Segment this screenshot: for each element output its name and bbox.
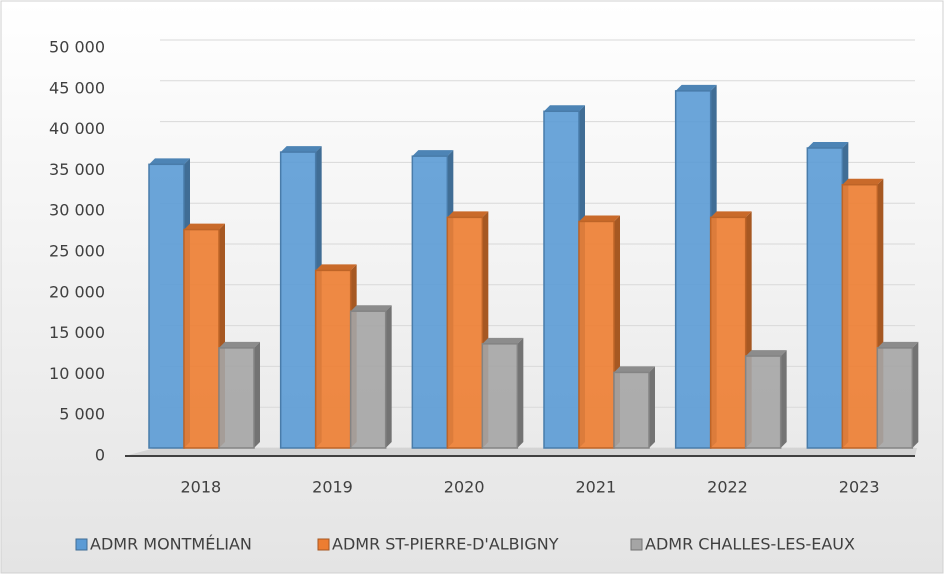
bar-side (254, 341, 260, 448)
bar-front (279, 151, 317, 449)
bar-side (780, 350, 787, 448)
bar-top (614, 366, 655, 373)
bar (218, 341, 260, 449)
bar-top (842, 178, 884, 185)
bar-front (446, 216, 484, 449)
x-tick-label: 2021 (575, 478, 616, 497)
bar-front (481, 343, 519, 449)
bar-front (674, 90, 712, 449)
bar-top (350, 305, 392, 312)
y-tick-label: 50 000 (49, 38, 105, 57)
bar-top (184, 223, 225, 230)
bar (744, 350, 787, 449)
y-tick-label: 20 000 (49, 282, 105, 301)
x-tick-label: 2020 (444, 478, 485, 497)
bar-top (149, 158, 190, 165)
y-tick-label: 10 000 (49, 364, 105, 383)
bar-top (219, 341, 260, 348)
y-tick-label: 30 000 (49, 201, 105, 220)
bar-top (544, 105, 585, 112)
legend-swatch (317, 538, 330, 551)
bar-front (841, 183, 879, 449)
bar (674, 84, 717, 449)
bar-front (744, 355, 782, 449)
x-tick-label: 2023 (839, 478, 880, 497)
bar (613, 366, 655, 449)
y-tick-label: 35 000 (49, 160, 105, 179)
bar-top (710, 211, 752, 218)
bar (349, 305, 392, 449)
bar-side (385, 305, 392, 448)
bar-front (578, 220, 615, 449)
bar-front (148, 163, 185, 449)
y-tick-label: 15 000 (49, 323, 105, 342)
bar-side (912, 341, 919, 448)
bar-side (517, 337, 524, 448)
bar-front (183, 228, 220, 449)
bar-top (315, 264, 357, 271)
bar-top (579, 215, 620, 222)
bar-top (807, 142, 849, 148)
floor (125, 448, 917, 456)
bar-front (349, 310, 387, 449)
bar-front (218, 347, 255, 449)
bar-front (411, 155, 449, 449)
bar-top (447, 211, 489, 218)
bar (481, 337, 524, 449)
bar-top (280, 146, 322, 153)
bar-top (877, 341, 919, 348)
legend-label: ADMR CHALLES-LES-EAUX (645, 535, 855, 554)
x-tick-label: 2022 (707, 478, 748, 497)
x-tick-label: 2019 (312, 478, 353, 497)
bar-side (649, 366, 655, 448)
bar (183, 223, 225, 449)
bar (709, 211, 752, 449)
y-tick-label: 25 000 (49, 242, 105, 261)
legend-swatch (630, 538, 643, 551)
bar-front (709, 216, 747, 449)
bar-front (876, 347, 914, 449)
bar-top (745, 350, 787, 357)
bar-top (482, 337, 524, 344)
bar (279, 146, 322, 449)
bar-front (314, 269, 352, 449)
bar-top (412, 150, 454, 157)
bar-front (806, 147, 844, 449)
bar (876, 341, 919, 449)
x-tick-label: 2018 (180, 478, 221, 497)
bar-front (613, 371, 650, 449)
y-tick-label: 40 000 (49, 119, 105, 138)
bar-front (543, 110, 580, 449)
y-tick-label: 45 000 (49, 78, 105, 97)
legend-label: ADMR MONTMÉLIAN (90, 535, 252, 554)
y-tick-label: 5 000 (59, 405, 105, 424)
legend-swatch (75, 538, 88, 551)
legend-label: ADMR ST-PIERRE-D'ALBIGNY (332, 535, 559, 554)
y-tick-label: 0 (95, 446, 105, 465)
bar-top (675, 84, 717, 91)
